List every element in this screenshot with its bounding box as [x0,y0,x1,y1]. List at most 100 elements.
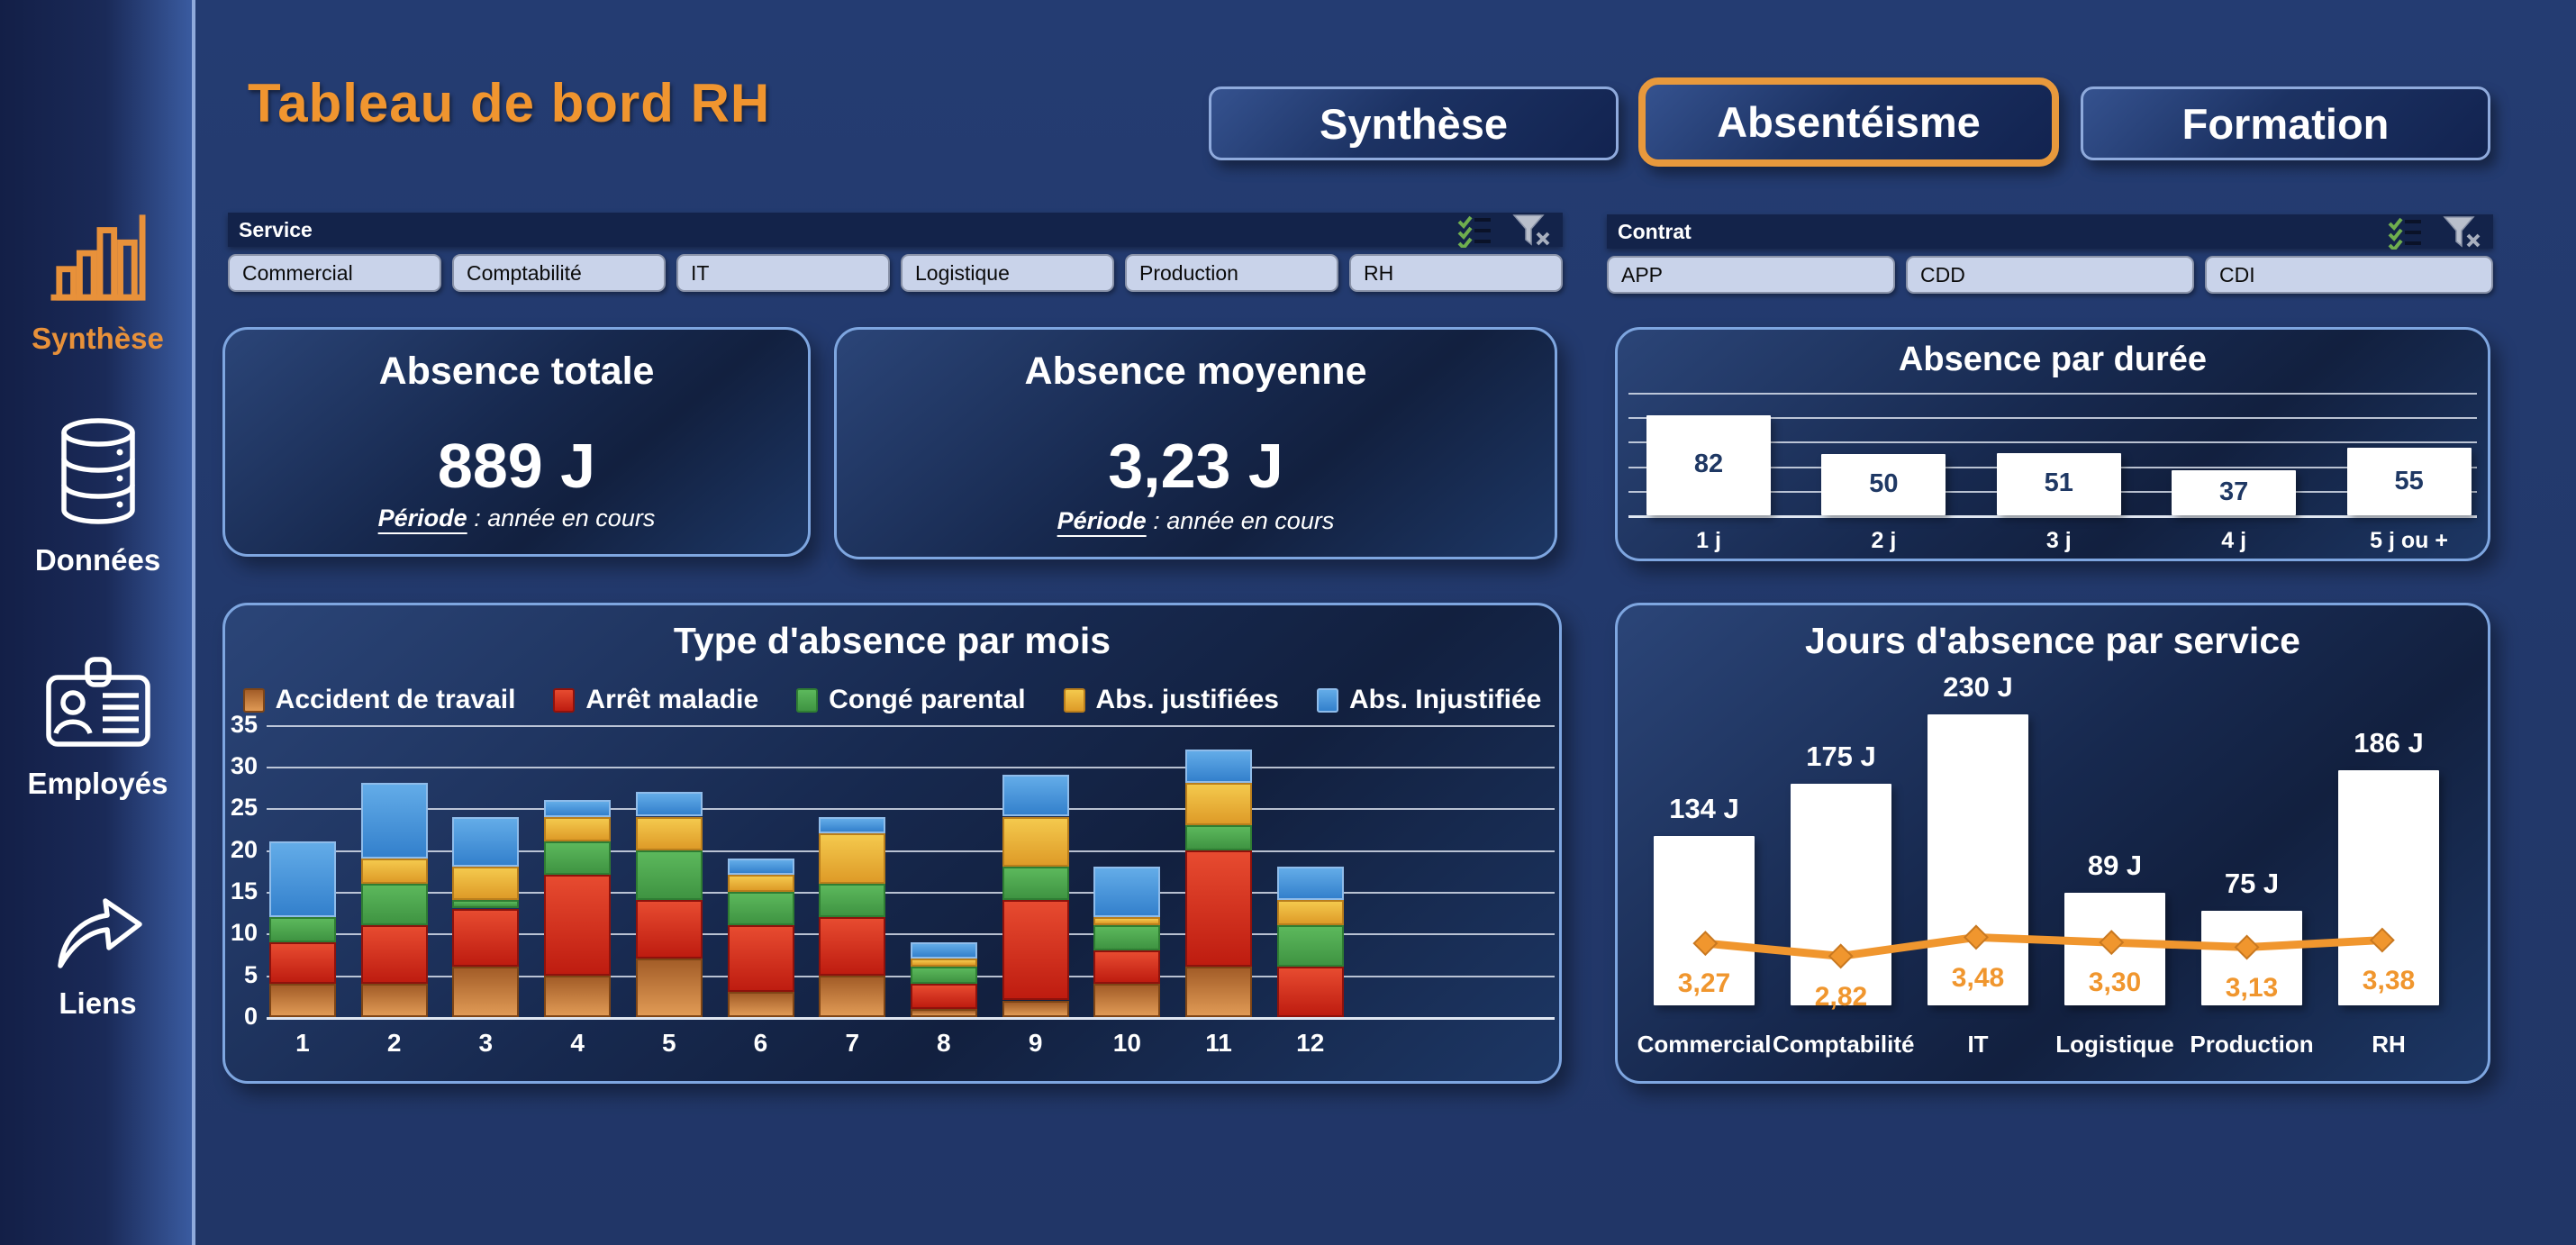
y-axis-label: 25 [230,794,258,822]
sidebar-item-donnees[interactable]: Données [0,416,195,577]
line-marker [1963,924,1989,950]
chart-card-jours-par-service: Jours d'absence par service 134 J Commerc… [1615,603,2490,1084]
bar-segment [360,983,428,1017]
line-path [1701,932,2387,960]
bar-segment [544,875,612,976]
bar-segment [819,833,886,884]
bar-value-label: 55 [2394,466,2424,495]
bar-segment [1002,775,1069,817]
slicer-buttons-row: APP CDD CDI [1607,256,2493,294]
legend-item: Congé parental [796,685,1026,715]
bar-value-label: 82 [1693,450,1724,479]
month-label: 4 [570,1029,585,1057]
legend-item: Arrêt maladie [553,685,758,715]
bar-segment [727,858,794,876]
legend-swatch [553,687,576,713]
bar [1996,452,2121,515]
service-label: Comptabilité [1773,1031,1915,1058]
slicer-button-rh[interactable]: RH [1349,254,1563,292]
line-marker [1828,943,1854,969]
bar-segment [269,983,336,1017]
id-card-icon [45,657,150,747]
slicer-button-it[interactable]: IT [676,254,890,292]
multi-select-icon[interactable] [1456,212,1492,248]
category-label: 2 j [1871,528,1897,553]
jours-par-service-plot: 134 J Commercial 175 J Comptabilité 230 J IT 8… [1618,605,2488,1081]
multi-select-icon[interactable] [2387,214,2423,250]
tab-formation[interactable]: Formation [2081,86,2490,160]
bar-segment [360,783,428,859]
bar-segment [1093,916,1161,926]
kpi-value: 889 J [437,431,596,501]
slicer-button-logistique[interactable]: Logistique [901,254,1114,292]
month-label: 7 [845,1029,860,1057]
slicer-button-app[interactable]: APP [1607,256,1895,294]
legend-item: Abs. Injustifiée [1316,685,1541,715]
gridline [1628,417,2477,420]
bar-segment [910,941,977,959]
database-icon [60,418,135,524]
sidebar-item-synthese[interactable]: Synthèse [0,209,195,356]
clear-filter-icon[interactable] [2443,214,2482,250]
line-value-label: 2,82 [1814,981,1868,1012]
service-label: Logistique [2055,1031,2174,1058]
bar-value-label: 75 J [2224,867,2280,899]
month-label: 6 [753,1029,768,1057]
sidebar-item-employes[interactable]: Employés [0,656,195,801]
gridline [267,724,1555,727]
bar-segment [819,975,886,1017]
absence-moyenne-line [1692,924,2395,969]
service-label: RH [2372,1031,2406,1058]
bar-segment [819,883,886,917]
slicer-button-comptabilit-[interactable]: Comptabilité [452,254,666,292]
y-axis-label: 5 [243,960,258,988]
month-label: 5 [661,1029,676,1057]
bar-segment [910,967,977,984]
gridline [1628,441,2477,444]
chart-title: Type d'absence par mois [673,620,1111,661]
tab-synthese[interactable]: Synthèse [1209,86,1619,160]
slicer-button-production[interactable]: Production [1125,254,1338,292]
bar-segment [360,858,428,884]
line-marker [2369,927,2395,953]
bar-value-label: 186 J [2354,726,2424,759]
y-axis-label: 0 [243,1003,258,1030]
bar-segment [360,925,428,984]
legend-label: Accident de travail [275,685,516,714]
bar-segment [1093,950,1161,984]
slicer-button-cdd[interactable]: CDD [1906,256,2194,294]
bar-segment [727,875,794,892]
bar-segment [635,850,703,901]
tab-absenteisme[interactable]: Absentéisme [1638,77,2059,167]
bar [2201,910,2302,1005]
slicer-title: Contrat [1618,219,1692,243]
slicer-button-cdi[interactable]: CDI [2205,256,2493,294]
line-value-label: 3,48 [1951,962,2005,993]
month-label: 1 [295,1029,310,1057]
bar-segment [544,975,612,1017]
slicer-header: Contrat [1607,214,2493,250]
x-axis-line [1628,515,2477,518]
category-label: 4 j [2221,528,2247,553]
clear-filter-icon[interactable] [1512,212,1552,248]
line-value-label: 3,30 [2088,968,2142,998]
service-label: Commercial [1637,1031,1772,1058]
bar-segment [452,867,520,901]
gridline [1628,393,2477,395]
category-label: 3 j [2045,528,2072,553]
bar-segment [269,841,336,917]
sidebar-item-liens[interactable]: Liens [0,883,195,1021]
bar-segment [635,791,703,817]
slicer-contrat: Contrat APP CDD CDI [1607,214,2493,294]
bar-segment [1185,750,1252,784]
y-axis-label: 15 [230,877,258,904]
bar-segment [544,816,612,842]
slicer-button-commercial[interactable]: Commercial [228,254,441,292]
absence-par-duree-plot: 82 1 j 50 2 j 51 3 j 37 4 j 55 5 j ou + [1618,330,2488,559]
bar-segment [910,1008,977,1017]
bar-segment [452,967,520,1017]
bar-segment [1185,783,1252,825]
bar [1654,835,1755,1005]
line-marker [2234,934,2260,960]
kpi-title: Absence totale [378,350,655,393]
